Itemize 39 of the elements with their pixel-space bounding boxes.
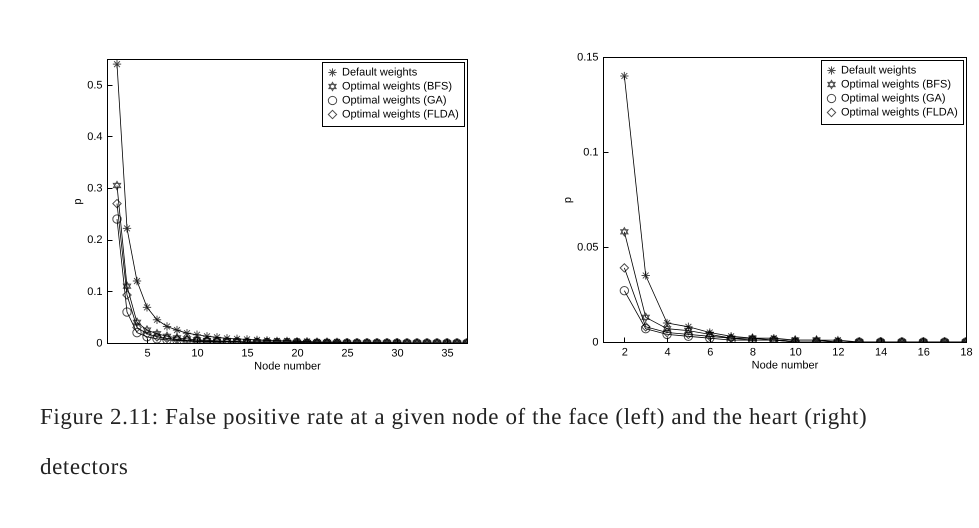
x-tick-label: 15 <box>241 348 254 360</box>
y-axis-title: p <box>72 198 84 205</box>
x-tick-label: 30 <box>391 348 404 360</box>
legend-label: Optimal weights (BFS) <box>841 78 952 90</box>
x-tick-label: 16 <box>918 346 930 358</box>
x-tick-label: 6 <box>707 346 714 358</box>
legend-label: Optimal weights (GA) <box>342 94 447 106</box>
legend-label: Default weights <box>342 66 418 78</box>
legend-label: Optimal weights (FLDA) <box>342 108 459 120</box>
x-tick-label: 8 <box>750 346 756 358</box>
y-tick-label: 0.5 <box>87 79 102 92</box>
y-tick-label: 0.1 <box>87 286 102 298</box>
legend-label: Optimal weights (GA) <box>841 92 946 104</box>
x-tick-label: 4 <box>664 346 671 358</box>
legend-label: Default weights <box>841 64 917 76</box>
y-tick-label: 0 <box>592 336 598 348</box>
caption: Figure 2.11: False positive rate at a given node of the face (left) and the heart (right) detectors <box>40 403 868 481</box>
y-tick-label: 0.3 <box>87 182 102 195</box>
x-tick-label: 10 <box>191 348 204 360</box>
x-tick-label: 2 <box>622 346 628 358</box>
legend-label: Optimal weights (BFS) <box>342 80 452 92</box>
y-tick-label: 0.15 <box>577 52 598 64</box>
y-tick-label: 0.05 <box>577 242 598 254</box>
y-tick-label: 0.2 <box>87 234 102 246</box>
x-tick-label: 10 <box>790 346 802 358</box>
x-tick-label: 20 <box>291 348 304 360</box>
x-axis-title: Node number <box>254 360 322 372</box>
y-tick-label: 0.4 <box>87 130 102 143</box>
y-axis-title: p <box>562 196 574 204</box>
x-tick-label: 14 <box>874 346 888 358</box>
y-tick-label: 0 <box>96 338 102 350</box>
x-tick-label: 35 <box>441 348 454 360</box>
x-tick-label: 25 <box>341 348 354 360</box>
x-axis-title: Node number <box>752 360 819 372</box>
x-tick-label: 18 <box>960 346 973 358</box>
x-tick-label: 12 <box>832 346 845 358</box>
y-tick-label: 0.1 <box>583 146 598 158</box>
x-tick-label: 5 <box>144 348 151 360</box>
legend-label: Optimal weights (FLDA) <box>841 106 958 118</box>
